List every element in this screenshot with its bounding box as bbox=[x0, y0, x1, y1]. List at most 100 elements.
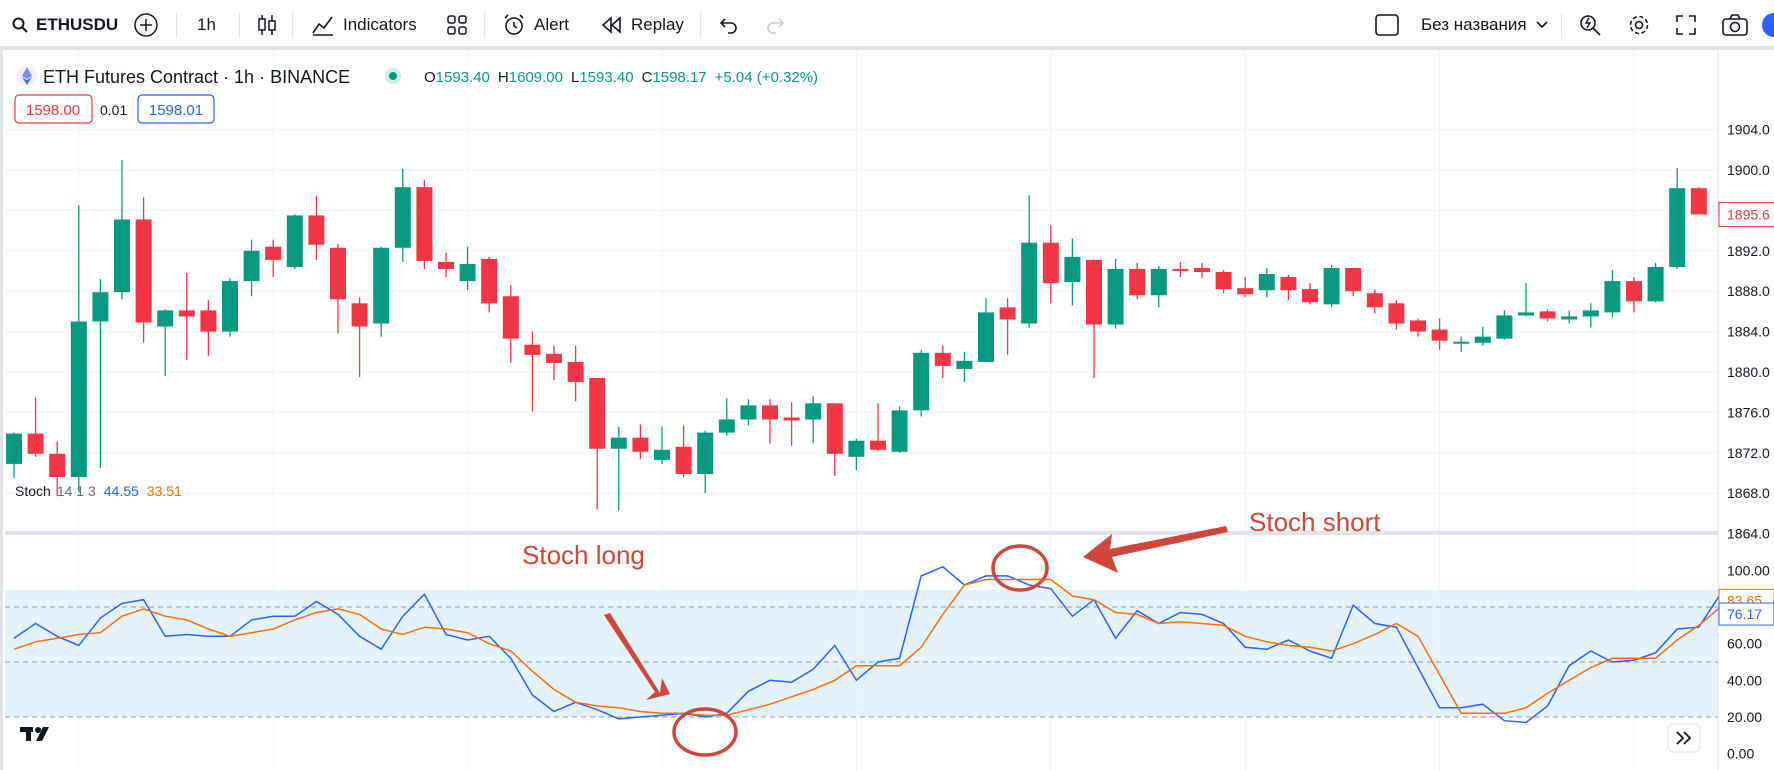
interval-button[interactable]: 1h bbox=[197, 0, 216, 50]
candle[interactable] bbox=[1280, 275, 1297, 301]
scroll-to-realtime-button[interactable] bbox=[1667, 723, 1701, 753]
candle[interactable] bbox=[502, 285, 519, 363]
candle[interactable] bbox=[632, 424, 649, 459]
candle[interactable] bbox=[330, 243, 346, 334]
candle[interactable] bbox=[1582, 303, 1599, 328]
candle[interactable] bbox=[308, 196, 325, 260]
candle[interactable] bbox=[1194, 262, 1210, 279]
candle[interactable] bbox=[243, 239, 260, 297]
chart-type-button[interactable] bbox=[256, 0, 278, 50]
candle[interactable] bbox=[870, 403, 886, 451]
candle[interactable] bbox=[1021, 195, 1038, 328]
candle[interactable] bbox=[481, 256, 498, 313]
candle[interactable] bbox=[610, 426, 627, 511]
candle[interactable] bbox=[1366, 289, 1383, 314]
candle[interactable] bbox=[459, 246, 476, 291]
candle[interactable] bbox=[1215, 269, 1232, 294]
candle[interactable] bbox=[200, 300, 217, 356]
candle[interactable] bbox=[1626, 277, 1642, 313]
candle[interactable] bbox=[27, 397, 44, 457]
candle[interactable] bbox=[524, 331, 541, 412]
candle[interactable] bbox=[1129, 262, 1146, 300]
candle[interactable] bbox=[1647, 262, 1664, 303]
candle[interactable] bbox=[351, 297, 368, 378]
undo-button[interactable] bbox=[718, 0, 740, 50]
stoch-legend[interactable]: Stoch 14 1 3 44.55 33.51 bbox=[15, 483, 182, 499]
candle[interactable] bbox=[978, 298, 994, 362]
candle[interactable] bbox=[1518, 283, 1534, 317]
replay-button[interactable]: Replay bbox=[601, 0, 684, 50]
candle[interactable] bbox=[1172, 261, 1189, 278]
candle[interactable] bbox=[1258, 267, 1275, 298]
candle[interactable] bbox=[1669, 167, 1686, 269]
candle[interactable] bbox=[286, 214, 303, 269]
candle[interactable] bbox=[1604, 269, 1621, 318]
settings-button[interactable] bbox=[1627, 0, 1651, 50]
candle[interactable] bbox=[1345, 267, 1362, 297]
candle[interactable] bbox=[805, 396, 822, 443]
templates-button[interactable] bbox=[446, 0, 468, 50]
candle[interactable] bbox=[1302, 283, 1318, 305]
candle[interactable] bbox=[934, 345, 951, 379]
candle[interactable] bbox=[49, 441, 66, 497]
candle[interactable] bbox=[1086, 259, 1102, 379]
candle[interactable] bbox=[546, 345, 562, 381]
candle[interactable] bbox=[718, 398, 735, 436]
candle[interactable] bbox=[70, 205, 87, 493]
redo-button[interactable] bbox=[764, 0, 786, 50]
candlestick-series[interactable] bbox=[6, 159, 1707, 511]
publish-button[interactable] bbox=[1762, 13, 1774, 37]
candle[interactable] bbox=[1431, 318, 1448, 350]
candle[interactable] bbox=[1150, 265, 1167, 308]
candle[interactable] bbox=[697, 430, 714, 494]
candle[interactable] bbox=[6, 432, 22, 479]
candle[interactable] bbox=[394, 168, 411, 262]
candle[interactable] bbox=[1107, 258, 1124, 329]
candle[interactable] bbox=[1410, 318, 1426, 337]
candle[interactable] bbox=[1474, 326, 1491, 346]
candle[interactable] bbox=[1042, 225, 1059, 304]
symbol-search-button[interactable]: ETHUSDU bbox=[12, 0, 118, 50]
stoch-k-line[interactable] bbox=[13, 565, 1743, 724]
candle[interactable] bbox=[783, 402, 800, 446]
price-axis[interactable]: 1864.0 1868.0 1872.0 1876.0 1880.0 1884.0 1888… bbox=[1727, 122, 1770, 542]
candle[interactable] bbox=[1690, 187, 1707, 215]
buy-button[interactable]: 1598.01 bbox=[137, 94, 215, 124]
candle[interactable] bbox=[956, 351, 973, 383]
compare-button[interactable] bbox=[133, 0, 159, 50]
candle[interactable] bbox=[567, 345, 584, 402]
alert-button[interactable]: Alert bbox=[502, 0, 569, 50]
candle[interactable] bbox=[92, 279, 109, 468]
candle[interactable] bbox=[826, 403, 843, 477]
candle[interactable] bbox=[675, 425, 692, 478]
candle[interactable] bbox=[265, 239, 282, 278]
candle[interactable] bbox=[1453, 336, 1470, 352]
tradingview-logo-icon[interactable] bbox=[20, 727, 49, 741]
stoch-d-line[interactable] bbox=[13, 578, 1743, 716]
stoch-series[interactable] bbox=[13, 565, 1743, 724]
candle[interactable] bbox=[848, 438, 865, 470]
sell-button[interactable]: 1598.00 bbox=[14, 94, 93, 124]
layout-name-button[interactable]: Без названия bbox=[1375, 0, 1549, 50]
snapshot-button[interactable] bbox=[1722, 0, 1748, 50]
candle[interactable] bbox=[222, 278, 238, 337]
candle[interactable] bbox=[1561, 310, 1578, 324]
candle[interactable] bbox=[1539, 309, 1556, 322]
candle[interactable] bbox=[135, 197, 152, 343]
candle[interactable] bbox=[740, 399, 757, 426]
quick-search-button[interactable] bbox=[1578, 0, 1602, 50]
candle[interactable] bbox=[438, 252, 454, 278]
candle[interactable] bbox=[114, 159, 130, 300]
candle[interactable] bbox=[1388, 300, 1405, 330]
candle[interactable] bbox=[654, 426, 670, 464]
candle[interactable] bbox=[999, 298, 1016, 355]
fullscreen-button[interactable] bbox=[1675, 0, 1697, 50]
candle[interactable] bbox=[891, 406, 908, 453]
candle[interactable] bbox=[178, 273, 195, 360]
indicators-button[interactable]: Indicators bbox=[311, 0, 417, 50]
candle[interactable] bbox=[589, 378, 606, 510]
candle[interactable] bbox=[1496, 310, 1513, 340]
candle[interactable] bbox=[762, 399, 778, 444]
candle[interactable] bbox=[1323, 264, 1340, 308]
candle[interactable] bbox=[416, 180, 433, 269]
